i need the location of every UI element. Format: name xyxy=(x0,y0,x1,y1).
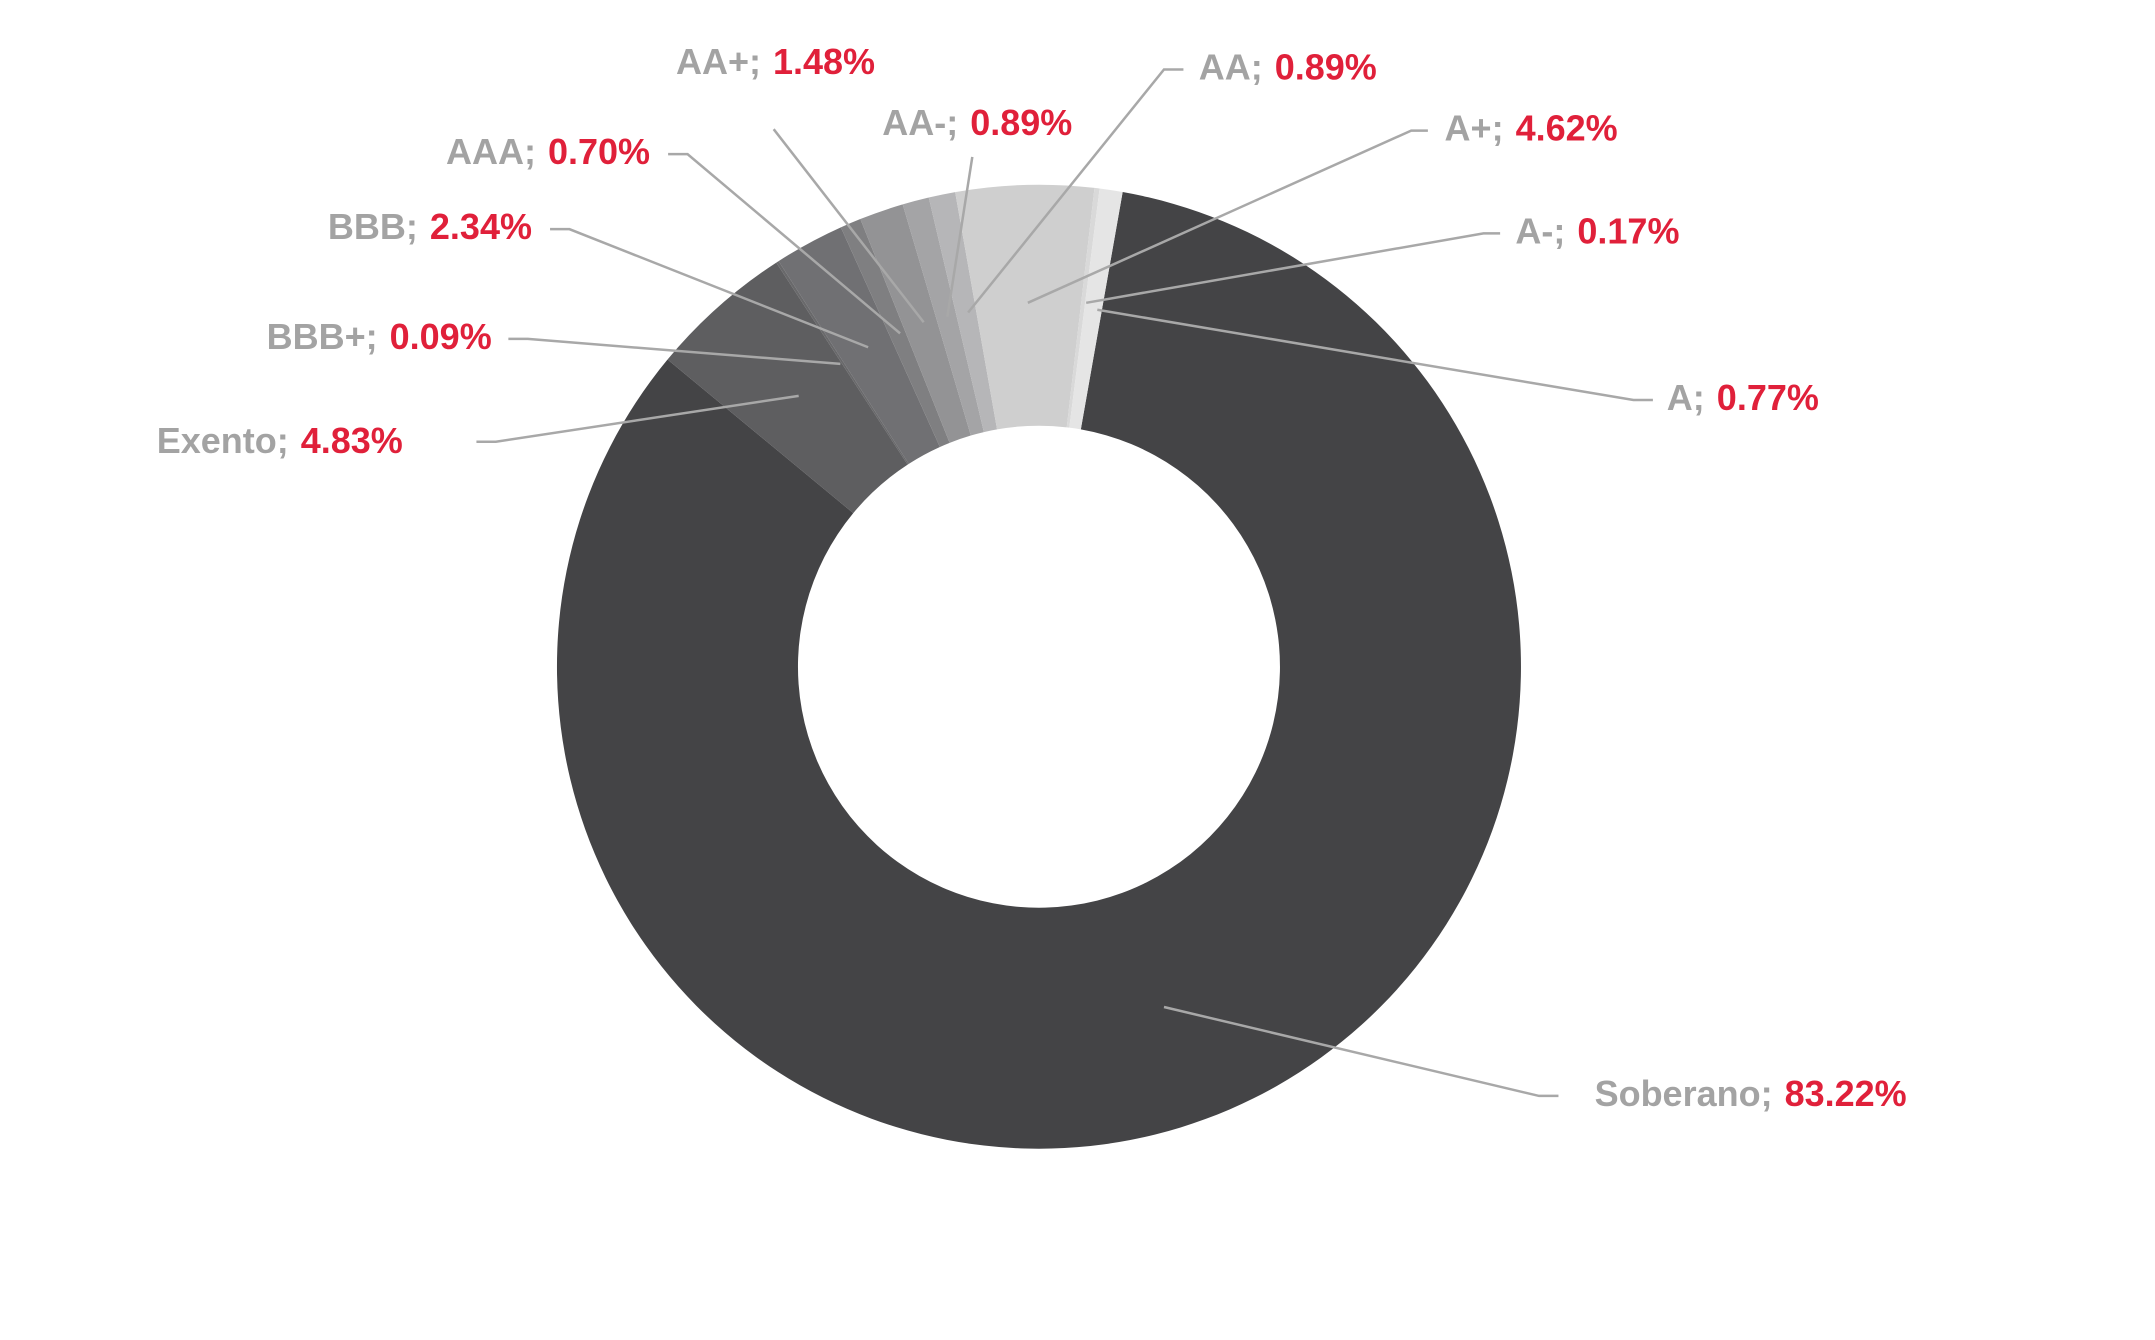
slice-label: A+; 4.62% xyxy=(1445,107,1618,148)
category-name: AA+ xyxy=(676,40,749,81)
category-name: Soberano xyxy=(1595,1072,1761,1113)
leader-line xyxy=(476,394,799,443)
leader-line xyxy=(946,156,974,317)
donut-slice xyxy=(840,219,950,448)
label-separator: ; xyxy=(946,102,958,143)
category-name: A xyxy=(1667,377,1693,418)
leader-line xyxy=(772,128,925,324)
slice-label: BBB; 2.34% xyxy=(328,206,532,247)
leader-line xyxy=(1085,232,1501,305)
leader-line xyxy=(967,68,1184,314)
label-separator: ; xyxy=(1251,46,1263,87)
donut-slice xyxy=(778,227,940,464)
value-label: 0.89% xyxy=(1275,46,1377,87)
value-label: 2.34% xyxy=(430,206,532,247)
donut-slice xyxy=(776,261,909,465)
value-label: 83.22% xyxy=(1785,1072,1907,1113)
value-label: 0.70% xyxy=(548,131,650,172)
slice-label: Soberano; 83.22% xyxy=(1595,1072,1907,1113)
donut-slice xyxy=(667,262,908,514)
donut-slice xyxy=(860,204,971,443)
leader-line xyxy=(668,152,901,335)
donut-slice xyxy=(928,192,998,433)
category-name: A+ xyxy=(1445,107,1492,148)
value-label: 0.89% xyxy=(970,102,1072,143)
value-label: 0.17% xyxy=(1577,210,1679,251)
category-name: A- xyxy=(1515,210,1553,251)
label-separator: ; xyxy=(366,315,378,356)
label-separator: ; xyxy=(1492,107,1504,148)
category-name: Exento xyxy=(157,420,277,461)
label-separator: ; xyxy=(277,420,289,461)
label-separator: ; xyxy=(749,40,761,81)
label-separator: ; xyxy=(1553,210,1565,251)
slice-label: Exento; 4.83% xyxy=(157,420,403,461)
donut-slice xyxy=(902,197,984,436)
category-name: AAA xyxy=(446,131,524,172)
leader-line xyxy=(1163,1005,1559,1098)
donut-slice xyxy=(1066,187,1100,428)
slice-label: AA+; 1.48% xyxy=(676,40,875,81)
label-separator: ; xyxy=(524,131,536,172)
category-name: AA- xyxy=(882,102,946,143)
leader-line xyxy=(550,227,869,349)
category-name: BBB xyxy=(328,206,406,247)
label-separator: ; xyxy=(1693,377,1705,418)
category-name: BBB+ xyxy=(267,315,366,356)
leader-line xyxy=(508,337,841,366)
value-label: 4.62% xyxy=(1516,107,1618,148)
value-label: 4.83% xyxy=(301,420,403,461)
slice-label: AA; 0.89% xyxy=(1199,46,1377,87)
slice-label: AA-; 0.89% xyxy=(882,102,1072,143)
value-label: 0.77% xyxy=(1717,377,1819,418)
slice-label: A; 0.77% xyxy=(1667,377,1819,418)
donut-slice xyxy=(1069,188,1123,430)
slice-label: AAA; 0.70% xyxy=(446,131,650,172)
category-name: AA xyxy=(1199,46,1251,87)
donut-slice xyxy=(556,192,1521,1149)
label-separator: ; xyxy=(406,206,418,247)
donut-slice xyxy=(955,184,1095,430)
leader-line xyxy=(1097,308,1653,402)
value-label: 0.09% xyxy=(390,315,492,356)
value-label: 1.48% xyxy=(773,40,875,81)
label-separator: ; xyxy=(1761,1072,1773,1113)
slice-label: BBB+; 0.09% xyxy=(267,315,492,356)
leader-line xyxy=(1027,129,1428,304)
slice-label: A-; 0.17% xyxy=(1515,210,1679,251)
